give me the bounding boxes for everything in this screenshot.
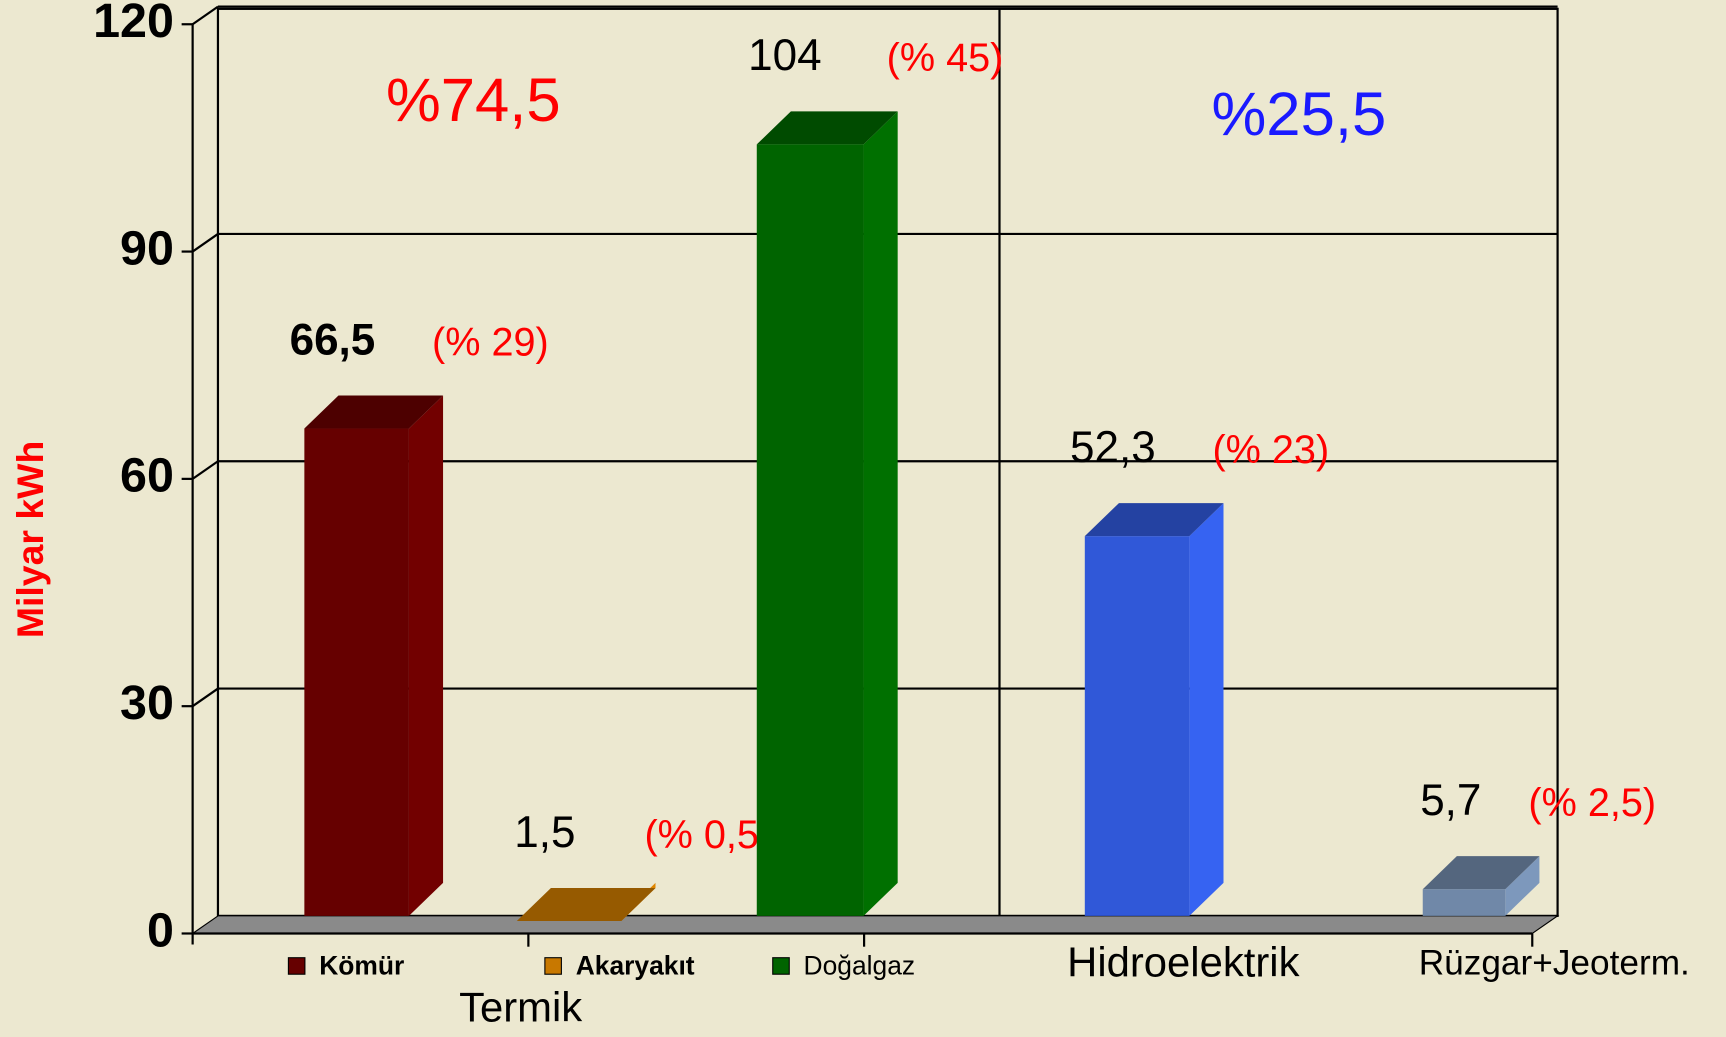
value-label: 66,5 bbox=[290, 315, 376, 364]
legend-swatch bbox=[287, 957, 306, 975]
legend-label: Doğalgaz bbox=[804, 951, 916, 981]
bar-top bbox=[516, 887, 656, 922]
percent-label: (% 23) bbox=[1212, 428, 1329, 472]
x-tick-label: Hidroelektrik bbox=[1067, 938, 1299, 985]
bar-side bbox=[408, 395, 444, 916]
value-label: 104 bbox=[748, 31, 821, 80]
annotation: %25,5 bbox=[1212, 80, 1387, 149]
x-tick-label: Rüzgar+Jeoterm. bbox=[1419, 944, 1690, 983]
y-tick-label: 120 bbox=[93, 0, 174, 48]
floor bbox=[190, 915, 1560, 935]
bar bbox=[304, 428, 409, 916]
value-label: 52,3 bbox=[1070, 423, 1156, 472]
y-axis-label: Milyar kWh bbox=[9, 441, 51, 638]
legend-label: Kömür bbox=[319, 951, 404, 981]
bar-side bbox=[1505, 856, 1540, 916]
legend-swatch bbox=[544, 957, 562, 975]
bar bbox=[1422, 889, 1506, 916]
bar-top bbox=[756, 111, 898, 145]
percent-label: (% 45) bbox=[887, 36, 1004, 80]
grid-line bbox=[192, 460, 219, 480]
y-tick-label: 30 bbox=[120, 676, 174, 730]
legend-label: Akaryakıt bbox=[576, 951, 695, 981]
percent-label: (% 29) bbox=[432, 320, 549, 364]
group-label: Termik bbox=[459, 984, 582, 1031]
bar bbox=[756, 144, 864, 916]
legend-swatch bbox=[772, 957, 790, 975]
value-label: 1,5 bbox=[514, 808, 575, 857]
y-tick-label: 0 bbox=[147, 903, 174, 957]
y-tick-label: 60 bbox=[120, 449, 174, 503]
bar-side bbox=[1189, 503, 1224, 916]
grid-line bbox=[192, 5, 219, 26]
bar bbox=[1084, 536, 1190, 916]
annotation: %74,5 bbox=[386, 66, 561, 135]
bar-side bbox=[863, 111, 898, 916]
grid-line bbox=[192, 687, 219, 708]
bar-top bbox=[304, 395, 444, 429]
percent-label: (% 0,5) bbox=[644, 813, 772, 857]
bar-top bbox=[1084, 503, 1224, 537]
bar-top bbox=[1422, 856, 1540, 890]
value-label: 5,7 bbox=[1420, 776, 1481, 825]
percent-label: (% 2,5) bbox=[1528, 781, 1656, 825]
y-tick-label: 90 bbox=[120, 221, 174, 275]
grid-line bbox=[192, 233, 219, 253]
